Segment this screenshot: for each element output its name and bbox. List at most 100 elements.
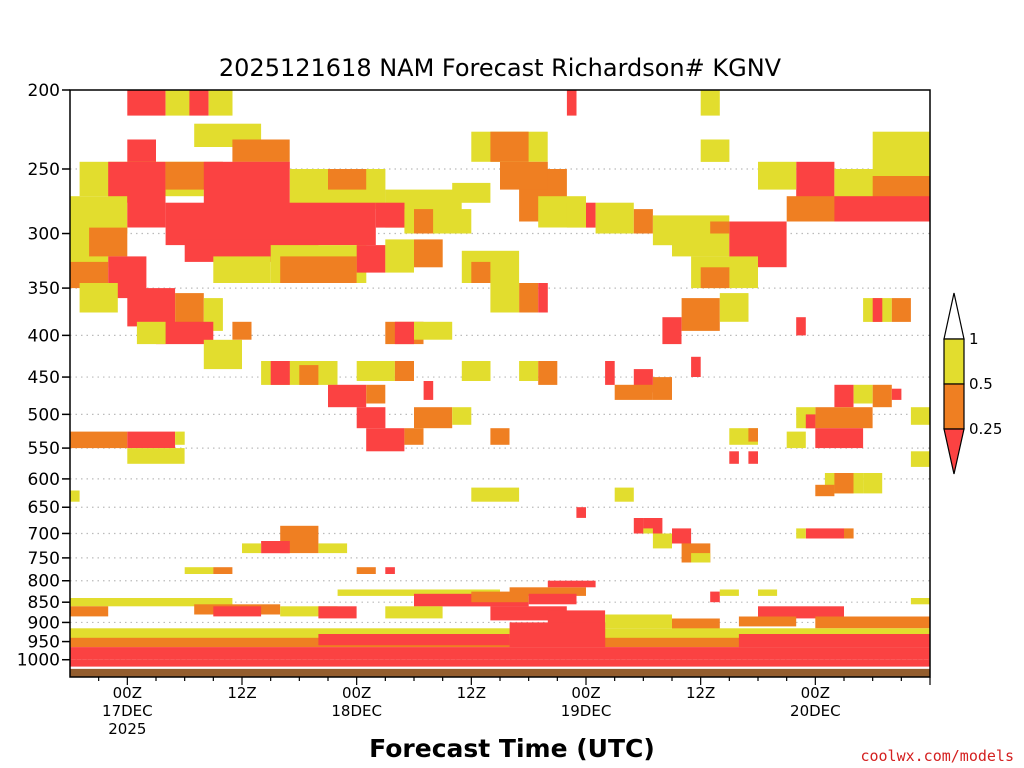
ri-cell-high bbox=[136, 321, 166, 345]
ri-cell-mid bbox=[748, 428, 758, 442]
ri-cell-high bbox=[184, 567, 214, 574]
ri-cell-mid bbox=[538, 361, 558, 385]
ri-cell-high bbox=[461, 361, 491, 381]
x-tick-label: 2025 bbox=[108, 720, 146, 738]
ri-cell-high bbox=[203, 339, 242, 370]
ri-cell-mid bbox=[834, 473, 854, 494]
ri-cell-low bbox=[156, 321, 214, 345]
x-axis-label: Forecast Time (UTC) bbox=[369, 734, 655, 763]
ri-cell-mid bbox=[70, 431, 128, 449]
ri-cell-high bbox=[70, 598, 233, 607]
ri-cell-low bbox=[70, 659, 930, 667]
ri-cell-low bbox=[490, 606, 567, 621]
x-tick-label: 18DEC bbox=[331, 702, 382, 720]
ri-cell-high bbox=[758, 161, 797, 190]
x-tick-label: 12Z bbox=[686, 684, 715, 702]
ri-cell-mid bbox=[414, 239, 443, 268]
ri-cell-mid bbox=[356, 567, 376, 574]
ri-cell-mid bbox=[471, 261, 491, 283]
ground-layer bbox=[70, 666, 930, 677]
ri-cell-low bbox=[815, 428, 864, 449]
ri-cell-mid bbox=[700, 267, 730, 289]
ri-cell-high bbox=[490, 283, 520, 313]
y-tick-label: 400 bbox=[28, 326, 60, 346]
ri-cell-low bbox=[605, 361, 615, 385]
ri-cell-high bbox=[519, 361, 539, 381]
ri-cell-high bbox=[452, 407, 472, 425]
x-tick-label: 17DEC bbox=[102, 702, 153, 720]
y-tick-label: 900 bbox=[28, 613, 60, 633]
ri-cell-high bbox=[863, 473, 883, 494]
ri-cell-low bbox=[189, 90, 209, 116]
ri-cell-high bbox=[595, 202, 634, 234]
ri-cell-high bbox=[700, 139, 730, 162]
ri-cell-mid bbox=[633, 209, 653, 234]
ri-cell-low bbox=[375, 202, 405, 228]
ri-cell-high bbox=[652, 533, 672, 549]
ri-cell-low bbox=[566, 90, 577, 116]
richardson-cells bbox=[70, 90, 930, 667]
ri-cell-high bbox=[910, 407, 930, 425]
ri-cell-low bbox=[423, 381, 434, 400]
ri-cell-high bbox=[643, 528, 653, 534]
ri-cell-mid bbox=[844, 528, 854, 539]
ri-cell-mid bbox=[815, 407, 873, 429]
ri-cell-low bbox=[356, 245, 386, 273]
ri-cell-high bbox=[471, 487, 520, 502]
ri-cell-high bbox=[758, 589, 778, 596]
ri-cell-high bbox=[242, 543, 262, 554]
ri-cell-high bbox=[452, 182, 491, 203]
ri-cell-mid bbox=[232, 321, 252, 340]
ri-cell-mid bbox=[652, 377, 672, 400]
ri-cell-high bbox=[385, 606, 443, 619]
ri-cell-low bbox=[738, 634, 930, 648]
ri-cell-high bbox=[165, 90, 190, 116]
ri-cell-mid bbox=[414, 209, 434, 234]
x-tick-label: 12Z bbox=[457, 684, 486, 702]
ri-cell-low bbox=[213, 606, 262, 617]
ri-cell-low bbox=[547, 610, 606, 627]
ri-cell-low bbox=[318, 634, 510, 646]
ri-cell-mid bbox=[672, 618, 720, 631]
ri-cell-high bbox=[337, 589, 500, 596]
ri-cell-low bbox=[509, 622, 606, 648]
ri-cell-low bbox=[662, 317, 682, 345]
ri-cell-low bbox=[127, 90, 166, 116]
ri-cell-high bbox=[691, 553, 711, 563]
x-tick-label: 00Z bbox=[801, 684, 830, 702]
ri-cell-mid bbox=[710, 221, 730, 234]
ri-cell-mid bbox=[394, 361, 414, 381]
ri-cell-low bbox=[318, 606, 357, 619]
legend-swatch bbox=[943, 338, 965, 385]
y-tick-label: 600 bbox=[28, 470, 60, 490]
ri-cell-low bbox=[834, 196, 930, 222]
ri-cell-mid bbox=[89, 227, 128, 257]
ri-cell-mid bbox=[414, 407, 453, 429]
ri-cell-mid bbox=[490, 428, 510, 445]
y-tick-label: 1000 bbox=[17, 651, 60, 671]
ri-cell-low bbox=[108, 161, 166, 203]
x-tick-label: 20DEC bbox=[790, 702, 841, 720]
y-tick-label: 750 bbox=[28, 549, 60, 569]
ri-cell-low bbox=[758, 606, 844, 619]
ri-cell-high bbox=[719, 293, 749, 322]
ri-cell-high bbox=[605, 614, 672, 629]
y-tick-label: 300 bbox=[28, 225, 60, 245]
legend-arrow-bottom bbox=[943, 428, 965, 475]
ri-cell-low bbox=[127, 288, 176, 327]
ri-cell-low bbox=[547, 580, 596, 588]
y-tick-label: 950 bbox=[28, 633, 60, 653]
ri-cell-low bbox=[691, 356, 701, 377]
y-tick-label: 200 bbox=[28, 81, 60, 101]
ground-surface bbox=[70, 668, 930, 677]
y-tick-label: 850 bbox=[28, 593, 60, 613]
ri-cell-mid bbox=[490, 131, 529, 162]
ri-cell-high bbox=[796, 528, 806, 539]
ri-cell-low bbox=[528, 593, 577, 605]
x-tick-label: 12Z bbox=[227, 684, 256, 702]
legend-label: 0.5 bbox=[969, 375, 993, 393]
x-tick-label: 19DEC bbox=[561, 702, 612, 720]
ri-cell-high bbox=[652, 215, 672, 246]
ri-cell-high bbox=[356, 361, 395, 381]
